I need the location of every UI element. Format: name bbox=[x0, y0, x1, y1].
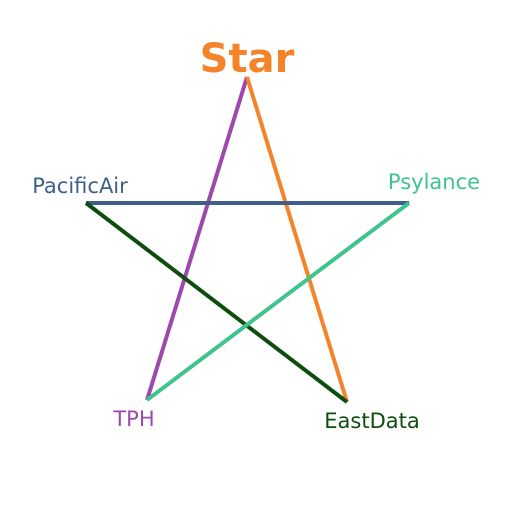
edge-psylance-tph bbox=[145, 201, 411, 402]
node-label-tph: TPH bbox=[112, 407, 154, 431]
node-label-pacificair: PacificAir bbox=[32, 174, 128, 198]
edge-star-eastdata bbox=[245, 76, 349, 403]
node-label-star: Star bbox=[200, 36, 295, 82]
node-label-psylance: Psylance bbox=[388, 170, 480, 194]
edge-pacificair-eastdata bbox=[84, 201, 349, 404]
node-label-eastdata: EastData bbox=[324, 409, 419, 433]
edge-star-tph bbox=[145, 76, 249, 401]
